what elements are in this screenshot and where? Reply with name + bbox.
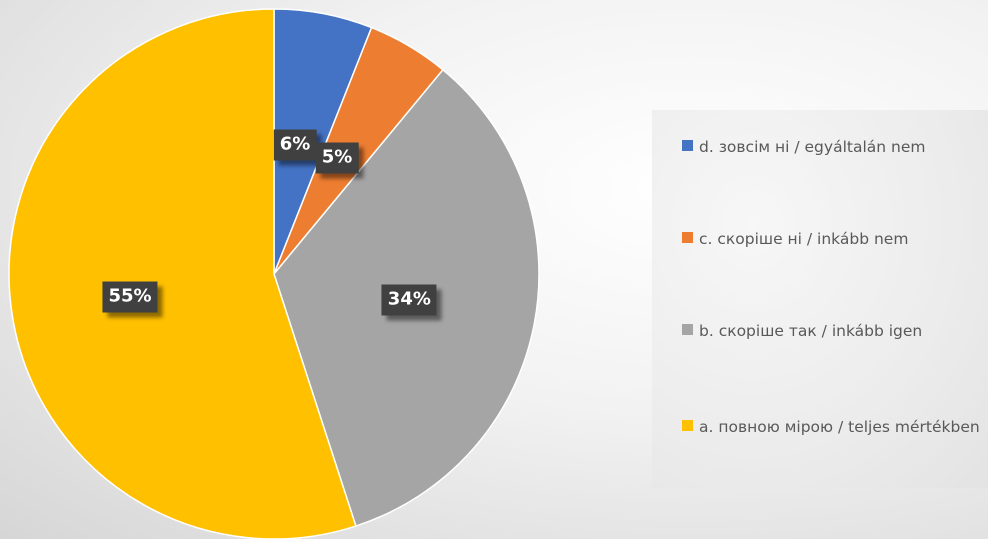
legend-item-a: a. повною мірою / teljes mértékben	[682, 416, 982, 438]
legend-swatch-c	[682, 232, 693, 243]
legend-label-d: d. зовсім ні / egyáltalán nem	[699, 138, 926, 156]
legend: d. зовсім ні / egyáltalán nem c. скоріше…	[652, 110, 988, 488]
legend-item-c: c. скоріше ні / inkább nem	[682, 228, 982, 250]
pie-slice-a	[8, 8, 357, 539]
legend-label-b: b. скоріше так / inkább igen	[699, 322, 923, 340]
legend-swatch-a	[682, 420, 693, 431]
data-label-b: 34%	[381, 284, 437, 316]
legend-item-d: d. зовсім ні / egyáltalán nem	[682, 136, 982, 158]
legend-label-c: c. скоріше ні / inkább nem	[699, 230, 909, 248]
legend-swatch-b	[682, 324, 693, 335]
data-label-a: 55%	[102, 281, 158, 313]
legend-item-b: b. скоріше так / inkább igen	[682, 320, 982, 342]
data-label-d: 6%	[273, 129, 317, 161]
legend-swatch-d	[682, 140, 693, 151]
data-label-c: 5%	[315, 142, 359, 174]
legend-label-a: a. повною мірою / teljes mértékben	[699, 418, 980, 436]
